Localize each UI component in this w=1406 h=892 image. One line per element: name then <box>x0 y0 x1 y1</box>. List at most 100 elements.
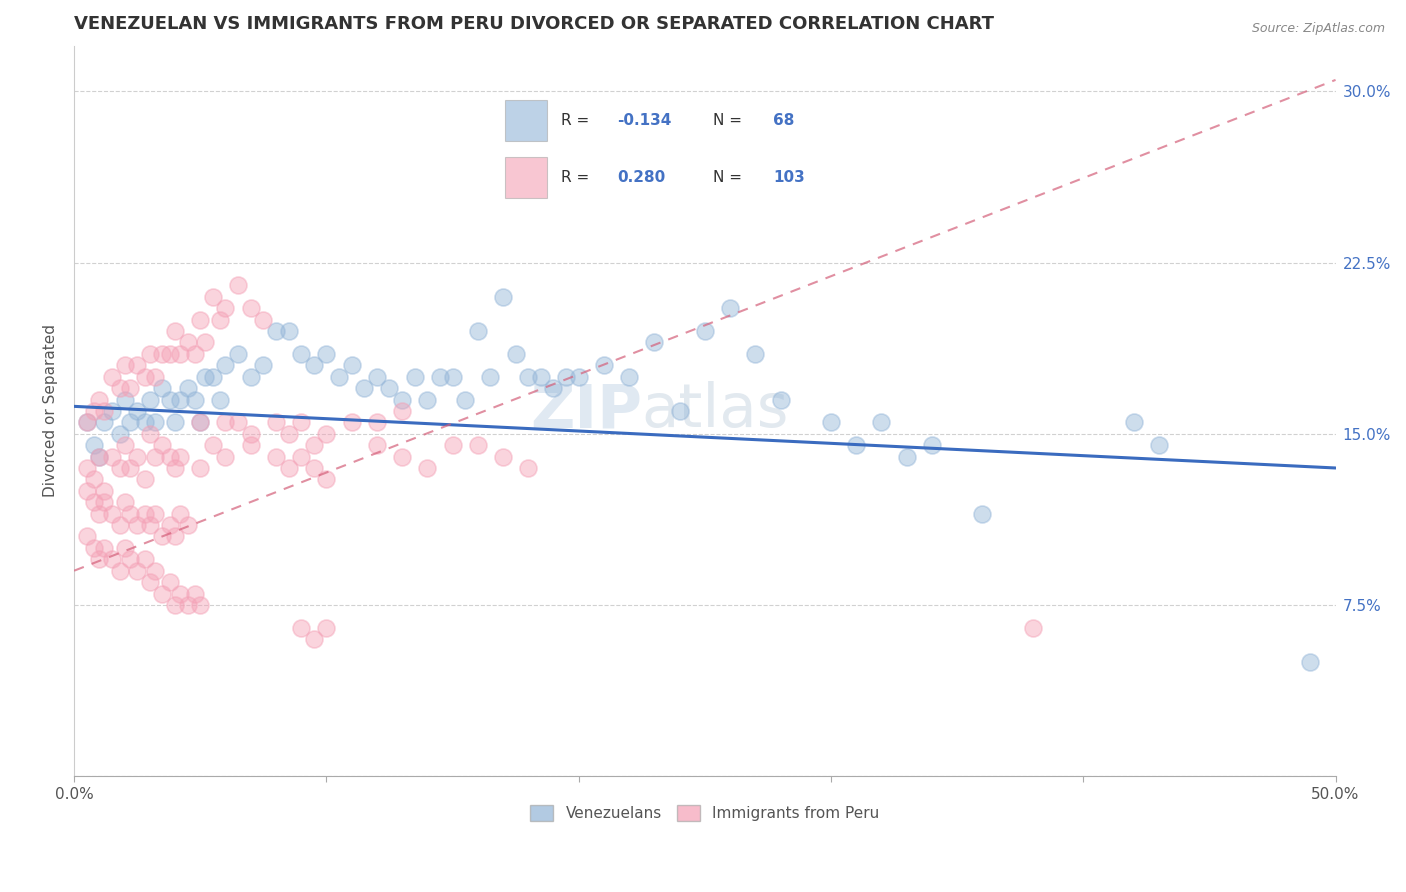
Point <box>163 461 186 475</box>
Point <box>239 301 262 316</box>
Point <box>617 369 640 384</box>
Point <box>108 564 131 578</box>
Point <box>163 529 186 543</box>
Point <box>543 381 565 395</box>
Point <box>127 518 149 533</box>
Point <box>134 507 156 521</box>
Point <box>391 450 413 464</box>
Point <box>83 438 105 452</box>
Point <box>201 438 224 452</box>
Point <box>593 358 616 372</box>
Point <box>315 472 337 486</box>
Point <box>143 564 166 578</box>
Point <box>93 483 115 498</box>
Point <box>209 312 232 326</box>
Point <box>264 415 287 429</box>
Point <box>239 369 262 384</box>
Point <box>239 426 262 441</box>
Point <box>184 347 207 361</box>
Point <box>353 381 375 395</box>
Point <box>83 404 105 418</box>
Point <box>184 392 207 407</box>
Point <box>152 381 174 395</box>
Point <box>517 369 540 384</box>
Point <box>152 529 174 543</box>
Point <box>302 438 325 452</box>
Point <box>555 369 578 384</box>
Point <box>127 450 149 464</box>
Point <box>366 415 388 429</box>
Point <box>290 415 312 429</box>
Point <box>127 564 149 578</box>
Point <box>159 347 181 361</box>
Point <box>668 404 690 418</box>
Point <box>114 392 136 407</box>
Point <box>134 552 156 566</box>
Point <box>718 301 741 316</box>
Point <box>139 426 162 441</box>
Point <box>163 598 186 612</box>
Point <box>315 347 337 361</box>
Point <box>277 426 299 441</box>
Point <box>89 392 111 407</box>
Point <box>693 324 716 338</box>
Point <box>152 347 174 361</box>
Point <box>391 392 413 407</box>
Point <box>366 369 388 384</box>
Point <box>820 415 842 429</box>
Point <box>134 472 156 486</box>
Point <box>176 381 198 395</box>
Point <box>152 438 174 452</box>
Point <box>277 324 299 338</box>
Text: ZIP: ZIP <box>530 382 641 441</box>
Point <box>159 450 181 464</box>
Point <box>118 415 141 429</box>
Point <box>201 369 224 384</box>
Point <box>1299 655 1322 669</box>
Point <box>76 461 98 475</box>
Point <box>454 392 477 407</box>
Point <box>101 507 124 521</box>
Legend: Venezuelans, Immigrants from Peru: Venezuelans, Immigrants from Peru <box>524 798 886 827</box>
Point <box>143 450 166 464</box>
Point <box>108 381 131 395</box>
Point <box>93 404 115 418</box>
Point <box>127 358 149 372</box>
Point <box>239 438 262 452</box>
Point <box>568 369 591 384</box>
Point <box>643 335 665 350</box>
Point <box>378 381 401 395</box>
Point <box>101 450 124 464</box>
Text: VENEZUELAN VS IMMIGRANTS FROM PERU DIVORCED OR SEPARATED CORRELATION CHART: VENEZUELAN VS IMMIGRANTS FROM PERU DIVOR… <box>75 15 994 33</box>
Point <box>845 438 868 452</box>
Point <box>302 461 325 475</box>
Point <box>83 495 105 509</box>
Point <box>214 415 236 429</box>
Point <box>76 529 98 543</box>
Point <box>252 358 274 372</box>
Point <box>176 598 198 612</box>
Point <box>194 335 217 350</box>
Point <box>214 450 236 464</box>
Point <box>169 450 191 464</box>
Point <box>505 347 527 361</box>
Point <box>479 369 502 384</box>
Point <box>441 369 464 384</box>
Point <box>328 369 350 384</box>
Point <box>226 278 249 293</box>
Point <box>169 392 191 407</box>
Point <box>201 290 224 304</box>
Point <box>93 415 115 429</box>
Text: Source: ZipAtlas.com: Source: ZipAtlas.com <box>1251 22 1385 36</box>
Point <box>290 621 312 635</box>
Point <box>139 518 162 533</box>
Point <box>143 415 166 429</box>
Point <box>114 358 136 372</box>
Point <box>176 335 198 350</box>
Point <box>89 552 111 566</box>
Point <box>188 415 211 429</box>
Point <box>89 450 111 464</box>
Point <box>152 586 174 600</box>
Point <box>492 450 515 464</box>
Point <box>108 518 131 533</box>
